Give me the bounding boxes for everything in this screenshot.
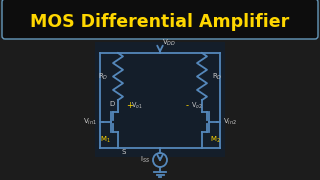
Text: M$_1$: M$_1$ [100, 134, 110, 145]
Text: V$_{o2}$: V$_{o2}$ [191, 101, 203, 111]
Text: V$_{in2}$: V$_{in2}$ [223, 116, 237, 127]
Text: V$_{o1}$: V$_{o1}$ [131, 101, 143, 111]
Text: I$_{SS}$: I$_{SS}$ [140, 155, 150, 165]
Text: +: + [126, 101, 133, 110]
Text: D: D [110, 101, 115, 107]
Text: V$_{DD}$: V$_{DD}$ [162, 38, 176, 48]
Text: M$_2$: M$_2$ [210, 134, 220, 145]
FancyBboxPatch shape [2, 0, 318, 39]
Text: S: S [122, 149, 126, 155]
Text: R$_D$: R$_D$ [212, 71, 222, 82]
Text: -: - [186, 101, 189, 110]
Bar [95, 42, 225, 157]
Text: R$_D$: R$_D$ [98, 71, 108, 82]
Text: MOS Differential Amplifier: MOS Differential Amplifier [30, 13, 290, 31]
Text: V$_{in1}$: V$_{in1}$ [83, 116, 97, 127]
